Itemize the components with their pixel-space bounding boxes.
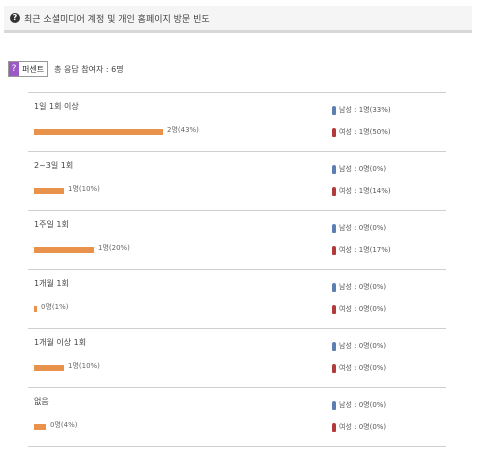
result-value: 1명(10%) bbox=[68, 185, 100, 193]
female-text: 여성 : 1명(17%) bbox=[339, 246, 391, 254]
result-value: 0명(4%) bbox=[50, 421, 78, 429]
answer-label: 1주일 1회 bbox=[34, 220, 69, 229]
female-text: 여성 : 1명(14%) bbox=[339, 187, 391, 195]
result-row: 1일 1회 이상 2명(43%) 남성 : 1명(33%) 여성 : 1명(50… bbox=[28, 93, 446, 152]
male-text: 남성 : 0명(0%) bbox=[339, 342, 387, 350]
result-row: 2~3일 1회 1명(10%) 남성 : 0명(0%) 여성 : 1명(14%) bbox=[28, 152, 446, 211]
result-bar bbox=[34, 306, 37, 312]
male-stat: 남성 : 1명(33%) bbox=[332, 105, 391, 115]
result-row: 1개월 이상 1회 1명(10%) 남성 : 0명(0%) 여성 : 0명(0%… bbox=[28, 329, 446, 388]
result-value: 0명(1%) bbox=[41, 303, 69, 311]
answer-label: 1개월 이상 1회 bbox=[34, 338, 87, 347]
male-icon bbox=[332, 341, 336, 351]
result-row: 없음 0명(4%) 남성 : 0명(0%) 여성 : 0명(0%) bbox=[28, 388, 446, 447]
question-text: 최근 소셜미디어 계정 및 개인 홈페이지 방문 빈도 bbox=[24, 14, 210, 25]
result-bar bbox=[34, 424, 46, 430]
result-row: 1개월 1회 0명(1%) 남성 : 0명(0%) 여성 : 0명(0%) bbox=[28, 270, 446, 329]
question-icon: ? bbox=[10, 13, 20, 23]
filter-row: ? 퍼센트 총 응답 참여자 : 6명 bbox=[8, 60, 124, 78]
male-stat: 남성 : 0명(0%) bbox=[332, 341, 386, 351]
female-stat: 여성 : 0명(0%) bbox=[332, 422, 386, 432]
male-icon bbox=[332, 105, 336, 115]
male-text: 남성 : 0명(0%) bbox=[339, 165, 387, 173]
female-text: 여성 : 0명(0%) bbox=[339, 423, 387, 431]
result-list: 1일 1회 이상 2명(43%) 남성 : 1명(33%) 여성 : 1명(50… bbox=[28, 92, 446, 447]
male-stat: 남성 : 0명(0%) bbox=[332, 400, 386, 410]
respondent-summary: 총 응답 참여자 : 6명 bbox=[54, 64, 124, 74]
male-text: 남성 : 0명(0%) bbox=[339, 224, 387, 232]
result-bar bbox=[34, 129, 163, 135]
percent-toggle[interactable]: ? 퍼센트 bbox=[8, 61, 49, 77]
female-stat: 여성 : 0명(0%) bbox=[332, 363, 386, 373]
female-icon bbox=[332, 186, 336, 196]
male-icon bbox=[332, 400, 336, 410]
answer-label: 1일 1회 이상 bbox=[34, 102, 79, 111]
female-text: 여성 : 0명(0%) bbox=[339, 305, 387, 313]
result-bar bbox=[34, 365, 64, 371]
female-stat: 여성 : 0명(0%) bbox=[332, 304, 386, 314]
female-stat: 여성 : 1명(50%) bbox=[332, 127, 391, 137]
female-stat: 여성 : 1명(14%) bbox=[332, 186, 391, 196]
male-text: 남성 : 0명(0%) bbox=[339, 283, 387, 291]
answer-label: 2~3일 1회 bbox=[34, 161, 74, 170]
result-bar bbox=[34, 188, 64, 194]
female-text: 여성 : 1명(50%) bbox=[339, 128, 391, 136]
female-icon bbox=[332, 363, 336, 373]
result-row: 1주일 1회 1명(20%) 남성 : 0명(0%) 여성 : 1명(17%) bbox=[28, 211, 446, 270]
male-icon bbox=[332, 282, 336, 292]
answer-label: 1개월 1회 bbox=[34, 279, 69, 288]
female-text: 여성 : 0명(0%) bbox=[339, 364, 387, 372]
female-icon bbox=[332, 127, 336, 137]
answer-label: 없음 bbox=[34, 397, 49, 406]
male-stat: 남성 : 0명(0%) bbox=[332, 223, 386, 233]
percent-label: 퍼센트 bbox=[22, 64, 45, 74]
male-icon bbox=[332, 164, 336, 174]
female-icon bbox=[332, 304, 336, 314]
male-text: 남성 : 0명(0%) bbox=[339, 401, 387, 409]
male-stat: 남성 : 0명(0%) bbox=[332, 164, 386, 174]
female-stat: 여성 : 1명(17%) bbox=[332, 245, 391, 255]
result-value: 1명(20%) bbox=[98, 244, 130, 252]
result-bar bbox=[34, 247, 94, 253]
percent-mark-icon: ? bbox=[9, 62, 19, 76]
result-value: 1명(10%) bbox=[68, 362, 100, 370]
male-icon bbox=[332, 223, 336, 233]
result-value: 2명(43%) bbox=[167, 126, 199, 134]
female-icon bbox=[332, 245, 336, 255]
male-text: 남성 : 1명(33%) bbox=[339, 106, 391, 114]
female-icon bbox=[332, 422, 336, 432]
question-header: ? 최근 소셜미디어 계정 및 개인 홈페이지 방문 빈도 bbox=[4, 6, 472, 33]
male-stat: 남성 : 0명(0%) bbox=[332, 282, 386, 292]
